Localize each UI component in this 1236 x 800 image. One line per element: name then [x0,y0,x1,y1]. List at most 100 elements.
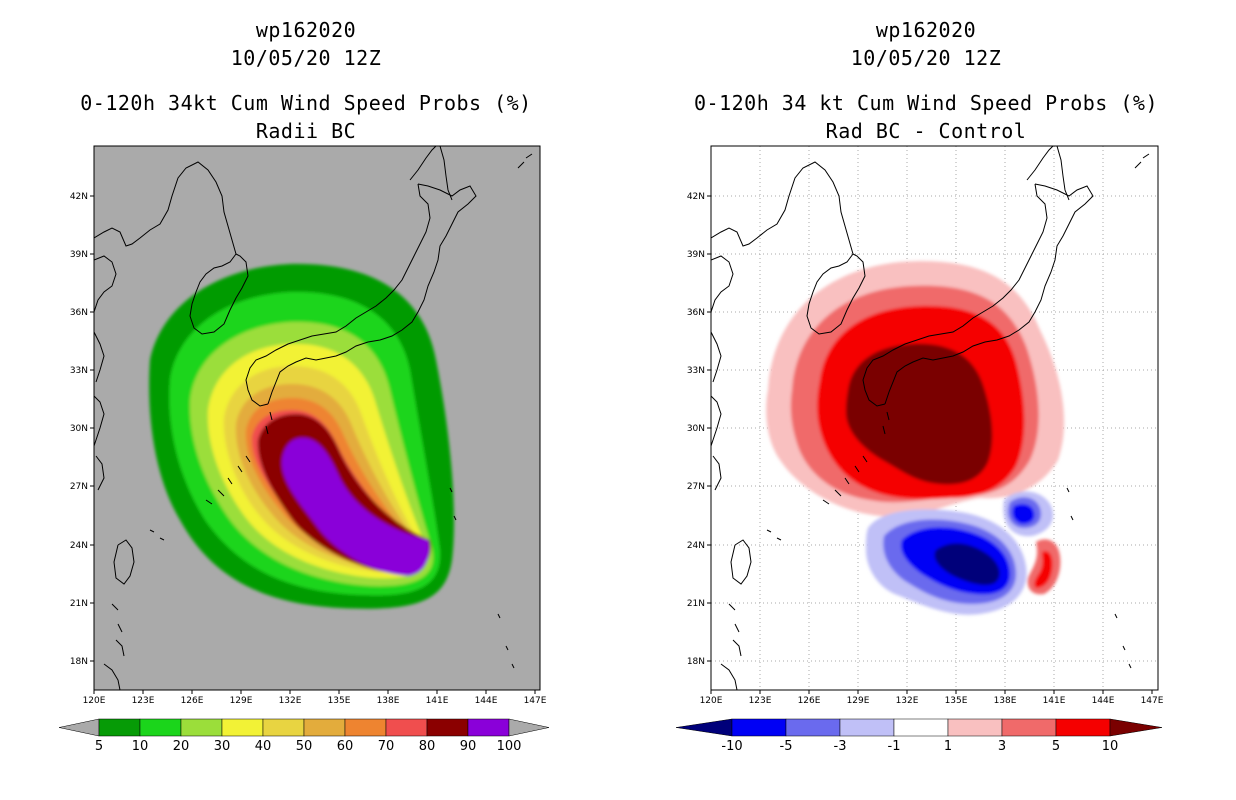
left-longitude-axis: 120E 123E 126E 129E 132E 135E 138E 141E 144E 147E [83,690,547,706]
right-difference-field [766,261,1065,615]
colorbar-swatch [139,718,182,737]
lon-tick-label: 147E [1141,696,1164,706]
colorbar-label: -5 [780,739,793,754]
colorbar-label: 100 [497,739,522,754]
lat-tick-label: 33N [687,366,705,376]
colorbar-label: 5 [1052,739,1060,754]
lon-tick-label: 123E [749,696,772,706]
colorbar-label: -1 [888,739,901,754]
colorbar-under-triangle [58,718,100,737]
right-datetime: 10/05/20 12Z [850,46,1002,70]
left-subtitle: Radii BC [255,119,357,143]
colorbar-swatch [385,718,428,737]
lat-tick-label: 27N [687,482,705,492]
lon-tick-label: 126E [181,696,204,706]
right-longitude-axis: 120E 123E 126E 129E 132E 135E 138E 141E 144E 147E [700,690,1164,706]
lat-tick-label: 39N [687,250,705,260]
lon-tick-label: 126E [798,696,821,706]
lon-tick-label: 123E [132,696,155,706]
lon-tick-label: 129E [847,696,870,706]
colorbar-label: 3 [998,739,1006,754]
colorbar-swatch [180,718,223,737]
lat-tick-label: 30N [70,424,88,434]
left-map-panel: 42N 39N 36N 33N 30N 27N 24N 21N 18N 120E 123E 126E… [70,145,547,706]
colorbar-swatch [221,718,264,737]
lon-tick-label: 144E [475,696,498,706]
lat-tick-label: 21N [687,599,705,609]
lat-tick-label: 33N [70,366,88,376]
right-storm-id: wp162020 [875,18,977,42]
colorbar-under-triangle [675,718,733,737]
lat-tick-label: 24N [687,541,705,551]
lat-tick-label: 21N [70,599,88,609]
colorbar-label: 10 [1102,739,1119,754]
lat-tick-label: 42N [70,192,88,202]
left-probability-field [149,263,455,609]
colorbar-label: 90 [460,739,477,754]
lat-tick-label: 24N [70,541,88,551]
colorbar-label: 10 [132,739,149,754]
colorbar-label: 1 [944,739,952,754]
right-contour-pos-10 [846,343,993,485]
lon-tick-label: 132E [896,696,919,706]
lat-tick-label: 18N [70,657,88,667]
right-subtitle: Rad BC - Control [825,119,1027,143]
lat-tick-label: 27N [70,482,88,492]
left-storm-id: wp162020 [255,18,357,42]
colorbar-label: -3 [834,739,847,754]
colorbar-swatch [426,718,469,737]
right-contour-neg-5b [1012,504,1035,524]
lon-tick-label: 135E [328,696,351,706]
colorbar-label: 20 [173,739,190,754]
colorbar-swatch [344,718,387,737]
lon-tick-label: 141E [426,696,449,706]
colorbar-swatch [467,718,510,737]
right-title: 0-120h 34 kt Cum Wind Speed Probs (%) [693,91,1159,115]
left-latitude-axis: 42N 39N 36N 33N 30N 27N 24N 21N 18N [70,192,94,667]
lat-tick-label: 39N [70,250,88,260]
right-colorbar: -10 -5 -3 -1 1 3 5 10 [675,718,1163,754]
right-contour-pos-small-core [1034,551,1053,588]
colorbar-over-triangle [1109,718,1163,737]
colorbar-label: 5 [95,739,103,754]
right-latitude-axis: 42N 39N 36N 33N 30N 27N 24N 21N 18N [687,192,711,667]
colorbar-swatch [303,718,346,737]
lon-tick-label: 147E [524,696,547,706]
colorbar-swatch [731,718,787,737]
lon-tick-label: 141E [1043,696,1066,706]
colorbar-swatch [893,718,949,737]
colorbar-swatch [839,718,895,737]
lon-tick-label: 135E [945,696,968,706]
lat-tick-label: 18N [687,657,705,667]
colorbar-label: -10 [721,739,742,754]
colorbar-swatch [785,718,841,737]
colorbar-label: 40 [255,739,272,754]
lat-tick-label: 36N [687,308,705,318]
right-map-panel: 42N 39N 36N 33N 30N 27N 24N 21N 18N 120E 123E 126E… [687,145,1164,706]
lon-tick-label: 144E [1092,696,1115,706]
colorbar-label: 60 [337,739,354,754]
left-map-frame [93,145,541,691]
left-title: 0-120h 34kt Cum Wind Speed Probs (%) [80,91,532,115]
colorbar-label: 80 [419,739,436,754]
left-datetime: 10/05/20 12Z [230,46,382,70]
colorbar-swatch [262,718,305,737]
colorbar-swatch [1001,718,1057,737]
lon-tick-label: 132E [279,696,302,706]
lon-tick-label: 138E [377,696,400,706]
lat-tick-label: 30N [687,424,705,434]
colorbar-over-triangle [508,718,550,737]
lon-tick-label: 120E [700,696,723,706]
lon-tick-label: 120E [83,696,106,706]
left-contour-100 [281,437,430,576]
lat-tick-label: 42N [687,192,705,202]
colorbar-swatch [98,718,141,737]
colorbar-label: 50 [296,739,313,754]
right-map-frame [710,145,1159,691]
colorbar-swatch [1055,718,1111,737]
left-colorbar: 5 10 20 30 40 50 60 70 80 90 100 [58,718,550,754]
right-contour-neg-10 [934,543,1000,585]
colorbar-swatch [947,718,1003,737]
colorbar-label: 70 [378,739,395,754]
